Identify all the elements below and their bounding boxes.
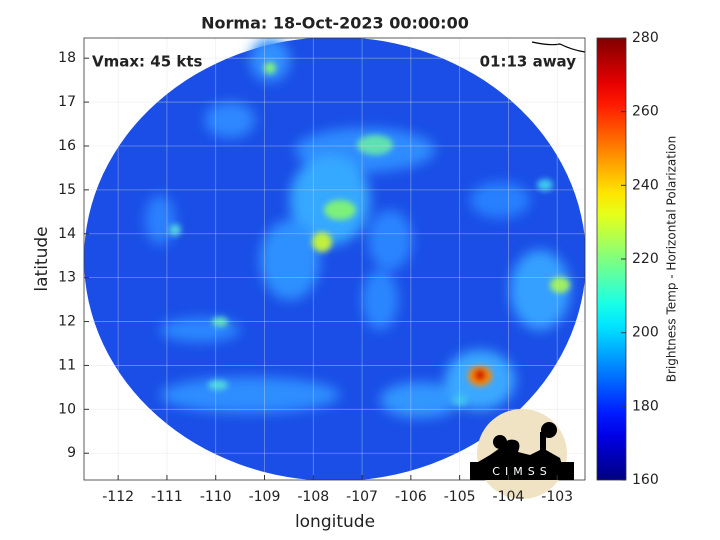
imagery	[84, 38, 585, 480]
x-tick-label: -104	[493, 489, 525, 505]
core	[537, 179, 553, 191]
logo-band	[470, 462, 574, 480]
feature	[260, 220, 320, 300]
coastline	[531, 41, 585, 53]
y-tick-label: 13	[58, 270, 76, 286]
feature	[205, 102, 255, 138]
colorbar-tick-label: 280	[632, 30, 659, 46]
feature	[470, 182, 530, 218]
x-tick-label: -105	[444, 489, 476, 505]
feature	[160, 377, 340, 413]
y-tick-label: 15	[58, 182, 76, 198]
x-tick-label: -103	[541, 489, 573, 505]
colorbar-tick-label: 260	[632, 104, 659, 120]
core	[474, 369, 486, 381]
logo-tower	[541, 422, 557, 438]
colorbar-tick-label: 160	[632, 472, 659, 488]
feature	[510, 250, 570, 330]
y-tick-label: 9	[67, 445, 76, 461]
core	[324, 200, 356, 220]
x-tick-label: -111	[151, 489, 183, 505]
core	[264, 62, 276, 74]
cloud-cores	[169, 62, 570, 406]
y-axis-label: latitude	[32, 226, 52, 291]
colorbar-tick-label: 180	[632, 398, 659, 414]
x-tick-label: -108	[297, 489, 329, 505]
y-tick-label: 14	[58, 226, 76, 242]
x-tick-label: -109	[249, 489, 281, 505]
core	[550, 277, 570, 293]
colorbar-tick-label: 220	[632, 251, 659, 267]
logo-dish	[493, 435, 507, 449]
x-axis-label: longitude	[295, 512, 375, 532]
plot-frame	[83, 37, 586, 481]
feature	[368, 210, 412, 270]
feature	[290, 155, 370, 245]
core	[452, 394, 468, 406]
x-tick-label: -112	[102, 489, 134, 505]
y-tick-label: 10	[58, 401, 76, 417]
feature	[145, 195, 175, 245]
x-tick-label: -110	[200, 489, 232, 505]
colorbar-label: Brightness Temp - Horizontal Polarizatio…	[665, 136, 679, 383]
core	[312, 232, 332, 252]
logo-text: CIMSS	[492, 465, 551, 478]
core	[357, 135, 393, 155]
x-tick-label: -107	[346, 489, 378, 505]
annotation: 01:13 away	[480, 53, 577, 71]
core	[169, 224, 181, 236]
feature	[380, 382, 460, 418]
feature	[250, 38, 290, 82]
colorbar-tick-label: 240	[632, 177, 659, 193]
y-tick-label: 11	[58, 357, 76, 373]
y-tick-label: 12	[58, 314, 76, 330]
logo: CIMSS	[470, 409, 574, 499]
y-tick-label: 16	[58, 138, 76, 154]
feature	[362, 270, 398, 330]
annotation: Vmax: 45 kts	[92, 53, 202, 71]
y-tick-label: 18	[58, 50, 76, 66]
core	[208, 380, 228, 390]
chart-title: Norma: 18-Oct-2023 00:00:00	[201, 14, 469, 33]
colorbar-tick-label: 200	[632, 325, 659, 341]
y-tick-label: 17	[58, 94, 76, 110]
grid	[84, 38, 585, 480]
core	[212, 317, 228, 327]
x-tick-label: -106	[395, 489, 427, 505]
